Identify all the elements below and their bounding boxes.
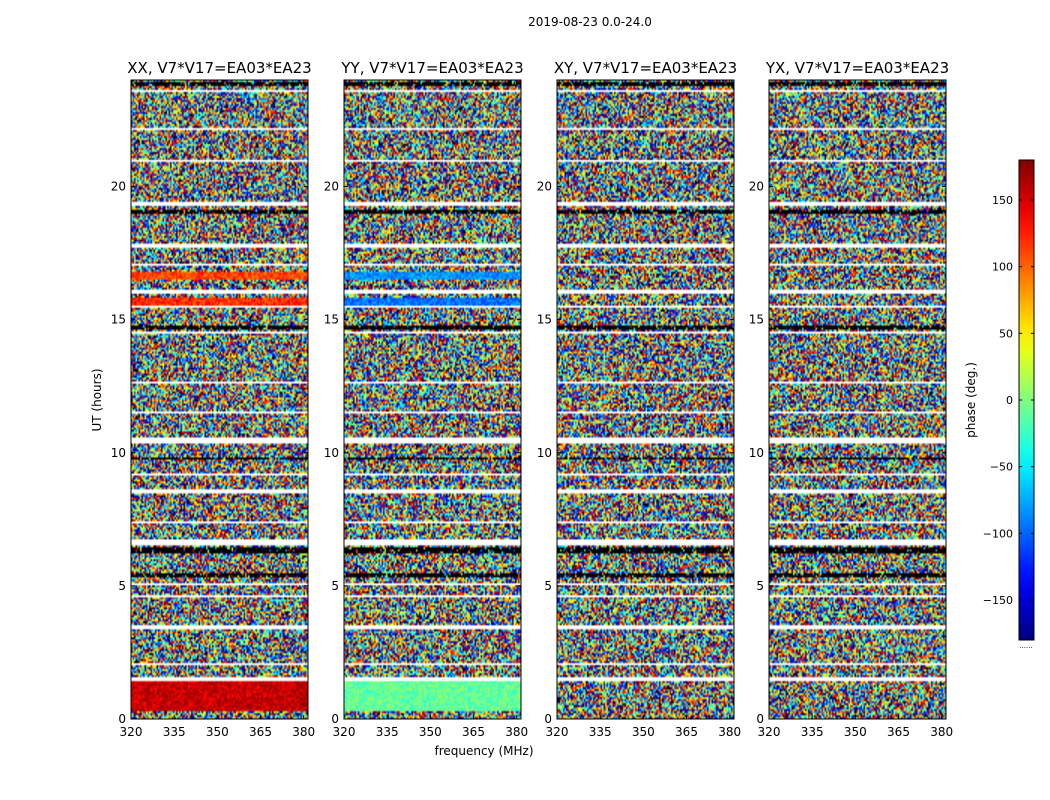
x-tick-label: 335 — [589, 725, 612, 739]
phase-heatmap — [557, 80, 734, 719]
x-tick-label: 380 — [292, 725, 315, 739]
x-tick-label: 320 — [546, 725, 569, 739]
y-tick-label: 0 — [331, 712, 339, 726]
colorbar-tick-label: −100 — [983, 527, 1013, 540]
x-tick-label: 350 — [844, 725, 867, 739]
panel-title: XX, V7*V17=EA03*EA23 — [127, 59, 311, 77]
x-tick-label: 335 — [376, 725, 399, 739]
panel-1: XX, V7*V17=EA03*EA23 320 335 350 365 380 0 5 10 1… — [111, 59, 315, 739]
y-tick-label: 10 — [111, 446, 126, 460]
x-tick-label: 365 — [887, 725, 910, 739]
y-tick-label: 5 — [331, 579, 339, 593]
y-tick-label: 5 — [756, 579, 764, 593]
colorbar-tick-label: 0 — [1006, 394, 1013, 407]
x-tick-label: 365 — [249, 725, 272, 739]
x-tick-label: 365 — [462, 725, 485, 739]
y-tick-label: 20 — [324, 180, 339, 194]
panel-3: XY, V7*V17=EA03*EA23 320 335 350 365 380 0 5 10 1… — [537, 59, 741, 739]
y-tick-label: 15 — [111, 313, 126, 327]
axes-frame — [768, 79, 947, 720]
y-tick-label: 0 — [756, 712, 764, 726]
colorbar-tick-label: 150 — [992, 194, 1013, 207]
phase-heatmap — [131, 80, 308, 719]
figure-suptitle: 2019-08-23 0.0-24.0 — [528, 15, 652, 29]
y-tick-label: 15 — [324, 313, 339, 327]
y-tick-label: 20 — [111, 180, 126, 194]
phase-heatmap — [769, 80, 946, 719]
colorbar-tick-label: −150 — [983, 594, 1013, 607]
axes-frame — [556, 79, 735, 720]
y-tick-label: 10 — [324, 446, 339, 460]
panel-2: YY, V7*V17=EA03*EA23 320 335 350 365 380 0 5 10 1… — [324, 59, 528, 739]
axes-frame — [343, 79, 522, 720]
y-tick-label: 0 — [544, 712, 552, 726]
x-tick-label: 365 — [675, 725, 698, 739]
x-tick-label: 335 — [801, 725, 824, 739]
panels: XX, V7*V17=EA03*EA23 320 335 350 365 380 0 5 10 1… — [111, 59, 953, 739]
panel-title: YY, V7*V17=EA03*EA23 — [340, 59, 523, 77]
colorbar: −150 −100 −50 0 50 100 150 — [983, 159, 1035, 641]
colorbar-label: phase (deg.) — [964, 362, 978, 438]
x-tick-label: 350 — [632, 725, 655, 739]
panel-title: YX, V7*V17=EA03*EA23 — [765, 59, 949, 77]
x-tick-label: 350 — [419, 725, 442, 739]
y-tick-label: 5 — [118, 579, 126, 593]
x-tick-label: 320 — [120, 725, 143, 739]
x-tick-label: 335 — [163, 725, 186, 739]
y-tick-label: 15 — [537, 313, 552, 327]
y-tick-label: 5 — [544, 579, 552, 593]
x-tick-label: 380 — [718, 725, 741, 739]
y-tick-label: 10 — [537, 446, 552, 460]
colorbar-footnote: ...... — [1019, 642, 1032, 650]
colorbar-tick-label: 100 — [992, 261, 1013, 274]
y-tick-label: 10 — [749, 446, 764, 460]
x-axis-label: frequency (MHz) — [434, 744, 533, 758]
colorbar-tick-label: 50 — [999, 327, 1013, 340]
panel-title: XY, V7*V17=EA03*EA23 — [554, 59, 737, 77]
x-tick-label: 350 — [206, 725, 229, 739]
y-axis-label: UT (hours) — [90, 368, 104, 431]
y-tick-label: 20 — [749, 180, 764, 194]
y-tick-label: 20 — [537, 180, 552, 194]
panel-4: YX, V7*V17=EA03*EA23 320 335 350 365 380 0 5 10 1… — [749, 59, 953, 739]
y-tick-label: 15 — [749, 313, 764, 327]
y-tick-label: 0 — [118, 712, 126, 726]
colorbar-tick-label: −50 — [990, 461, 1013, 474]
axes-frame — [130, 79, 309, 720]
x-tick-label: 380 — [930, 725, 953, 739]
phase-heatmap — [344, 80, 521, 719]
x-tick-label: 380 — [505, 725, 528, 739]
x-tick-label: 320 — [758, 725, 781, 739]
x-tick-label: 320 — [333, 725, 356, 739]
